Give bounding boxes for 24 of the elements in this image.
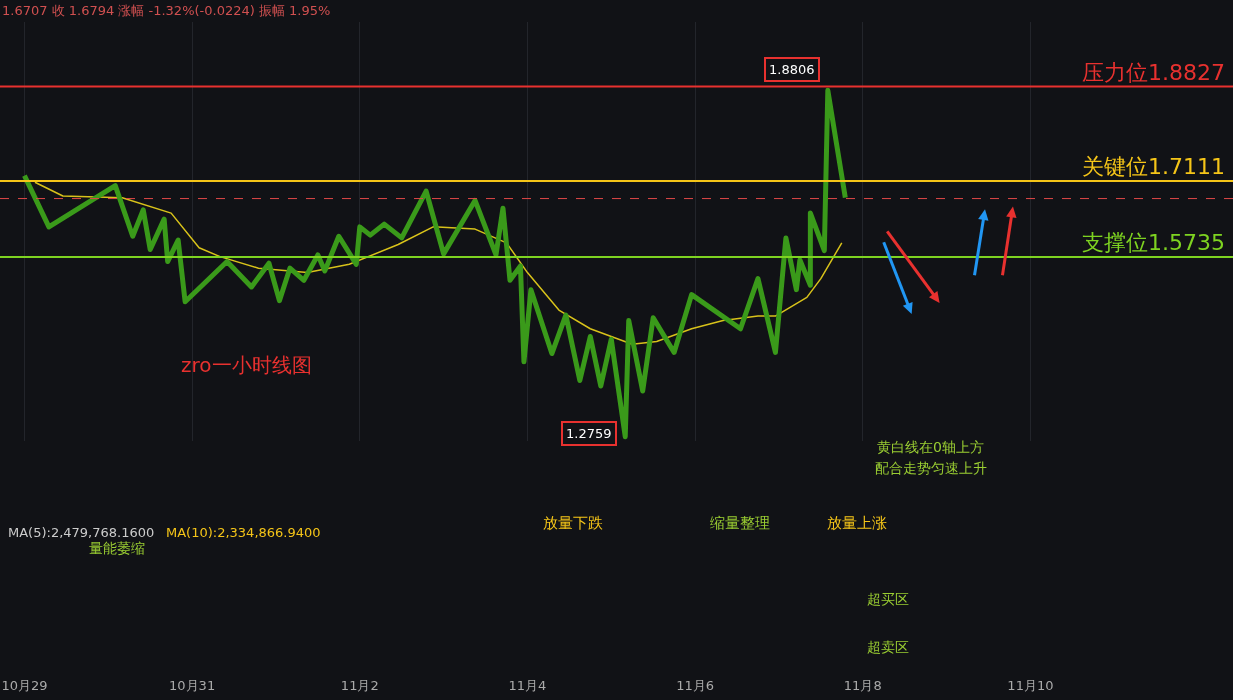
x-tick-label: 11月6: [676, 678, 714, 693]
x-tick-label: 11月2: [340, 678, 379, 693]
annotation: 1.8806: [769, 62, 815, 77]
x-tick-label: 11月8: [843, 678, 882, 693]
text: 超买区: [867, 591, 909, 607]
annotation: zro一小时线图: [181, 353, 312, 377]
x-tick-label: 11月4: [508, 678, 547, 693]
text: 放量上涨: [827, 514, 887, 532]
ref-line-label: 支撑位1.5735: [1082, 230, 1225, 255]
text: MA(5):2,479,768.1600: [8, 525, 155, 540]
x-tick-label: 10月29: [1, 678, 48, 693]
text: 量能萎缩: [89, 540, 145, 556]
x-tick-label: 10月31: [169, 678, 216, 693]
annotation: 1.2759: [566, 426, 612, 441]
text: 超卖区: [867, 639, 909, 655]
ref-line-label: 关键位1.7111: [1082, 154, 1225, 179]
text: MA(10):2,334,866.9400: [166, 525, 321, 540]
text: 配合走势匀速上升: [875, 460, 987, 476]
ref-line-label: 压力位1.8827: [1082, 60, 1225, 85]
annotation: 黄白线在0轴上方: [877, 439, 984, 455]
text: 放量下跌: [543, 514, 603, 532]
chart-subtitle: 1.6707 收 1.6794 涨幅 -1.32%(-0.0224) 振幅 1.95%: [2, 3, 331, 18]
text: 缩量整理: [710, 514, 770, 532]
x-tick-label: 11月10: [1007, 678, 1054, 693]
